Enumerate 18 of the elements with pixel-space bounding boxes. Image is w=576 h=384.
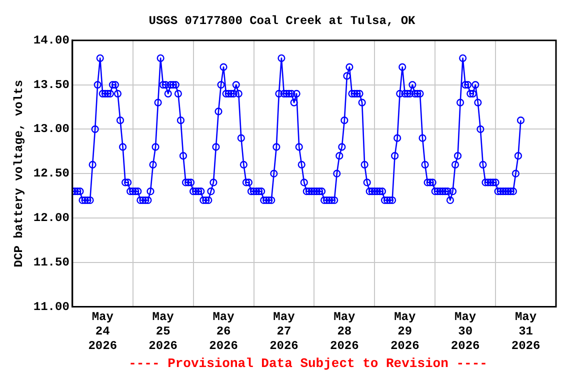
y-tick-label: 12.00: [33, 211, 70, 226]
y-axis-title: DCP battery voltage, volts: [12, 80, 26, 268]
y-tick-label: 14.00: [33, 33, 70, 48]
x-tick-label: May 28 2026: [330, 310, 359, 353]
x-tick-label: May 24 2026: [88, 310, 118, 353]
y-tick-label: 13.50: [33, 78, 70, 92]
chart-title: USGS 07177800 Coal Creek at Tulsa, OK: [148, 14, 416, 28]
x-tick-label: May 25 2026: [148, 310, 178, 353]
y-tick-label: 11.50: [33, 255, 70, 270]
x-tick-label: May 30 2026: [450, 310, 480, 353]
y-tick-label: 12.50: [33, 166, 70, 181]
text: ---- Provisional Data Subject to Revision ----: [128, 356, 488, 371]
x-tick-label: May 29 2026: [390, 310, 420, 353]
y-tick-label: 13.00: [33, 122, 70, 136]
x-tick-label: May 26 2026: [209, 310, 238, 353]
x-tick-label: May 31 2026: [511, 310, 540, 353]
y-tick-label: 11.00: [33, 300, 70, 314]
x-tick-label: May 27 2026: [270, 310, 298, 353]
